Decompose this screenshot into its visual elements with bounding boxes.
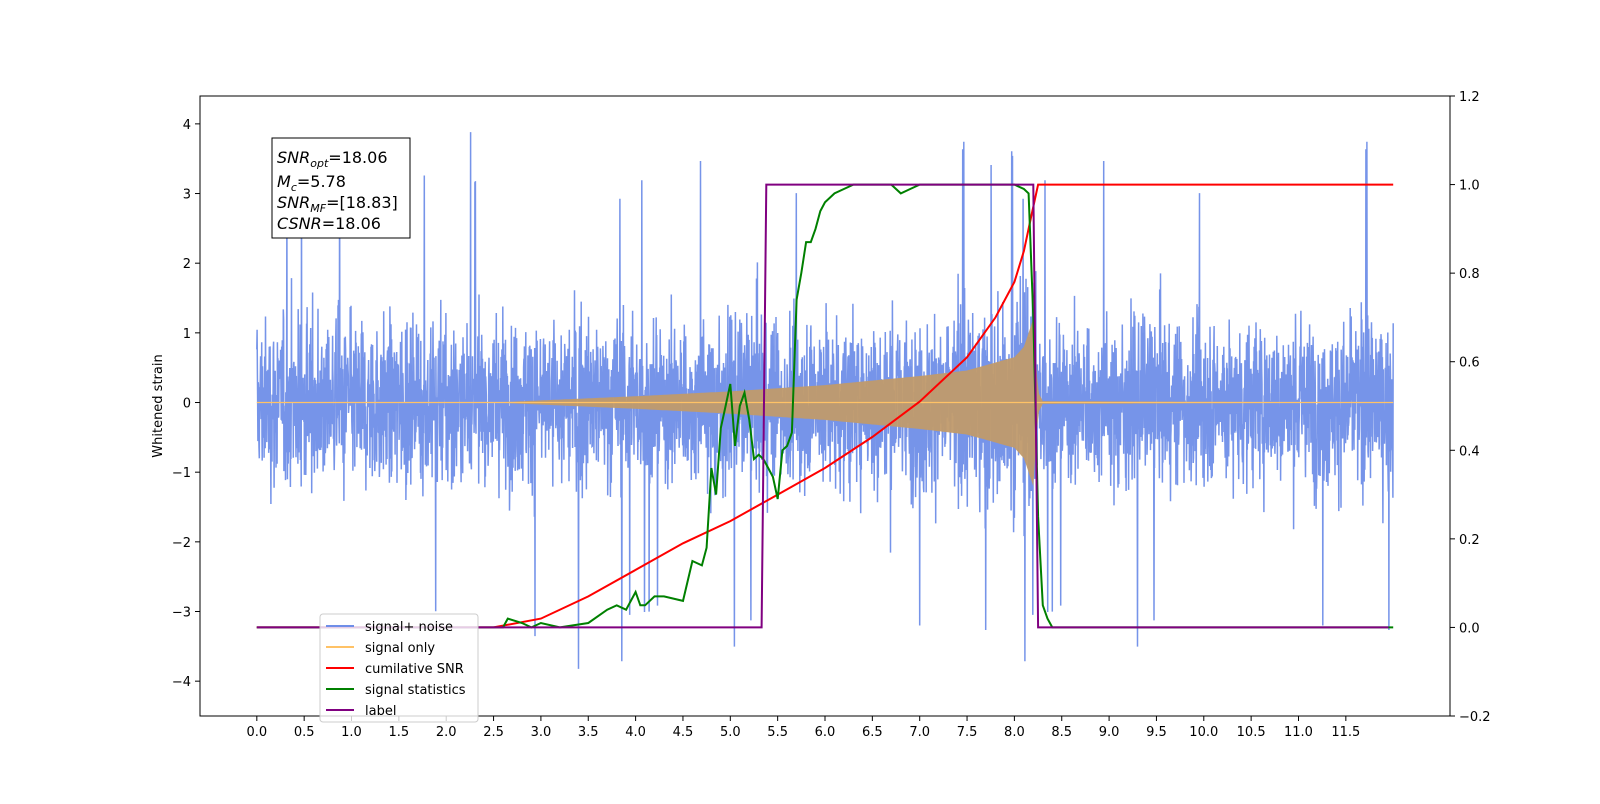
legend-label: signal only <box>365 641 435 656</box>
x-tick-label: 2.0 <box>436 725 457 740</box>
snr-mf-value: =[18.83] <box>326 193 398 212</box>
snr-opt-label: SNR <box>277 148 310 167</box>
y-axis-label: Whitened strain <box>151 354 166 457</box>
x-tick-label: 2.5 <box>483 725 504 740</box>
x-tick-label: 0.0 <box>246 725 267 740</box>
csnr-value: =18.06 <box>322 214 381 233</box>
x-tick-label: 6.0 <box>815 725 836 740</box>
y-right-tick-label: 1.2 <box>1459 90 1480 105</box>
y-right-tick-label: −0.2 <box>1459 710 1491 725</box>
x-tick-label: 10.0 <box>1189 725 1218 740</box>
legend-item-cumilative-snr: cumilative SNR <box>326 662 464 677</box>
legend: signal+ noise signal only cumilative SNR… <box>319 613 479 723</box>
annotation-csnr: CSNR=18.06 <box>277 214 381 233</box>
csnr-label: CSNR <box>277 214 322 233</box>
legend-label: label <box>365 704 396 719</box>
x-tick-label: 4.5 <box>673 725 694 740</box>
legend-frame <box>319 613 479 723</box>
y-left-tick-label: 1 <box>183 327 191 342</box>
x-tick-label: 5.5 <box>767 725 788 740</box>
annotation-snr-opt: SNRopt=18.06 <box>277 148 388 170</box>
annotation-mc: Mc=5.78 <box>277 172 346 194</box>
series-label <box>256 183 1389 629</box>
x-tick-label: 8.5 <box>1051 725 1072 740</box>
x-tick-label: 3.5 <box>578 725 599 740</box>
y-right-tick-label: 0.8 <box>1459 267 1480 282</box>
x-tick-label: 10.5 <box>1237 725 1266 740</box>
y-left-tick-label: 3 <box>183 188 191 203</box>
annotation-snr-mf: SNRMF=[18.83] <box>277 193 398 215</box>
x-tick-label: 1.0 <box>341 725 362 740</box>
annotation-box: SNRopt=18.06 Mc=5.78 SNRMF=[18.83] CSNR=… <box>271 137 411 239</box>
y-left-tick-label: −4 <box>172 675 191 690</box>
y-left-tick-label: −1 <box>172 466 191 481</box>
x-tick-label: 3.0 <box>531 725 552 740</box>
y-right-tick-label: 0.0 <box>1459 621 1480 636</box>
y-axis-right: 1.2 1.0 0.8 0.6 0.4 0.2 0.0 −0.2 <box>1450 90 1491 725</box>
y-left-tick-label: 4 <box>183 118 191 133</box>
x-tick-label: 7.0 <box>909 725 930 740</box>
x-tick-label: 4.0 <box>625 725 646 740</box>
mc-value: =5.78 <box>297 172 346 191</box>
x-tick-label: 6.5 <box>862 725 883 740</box>
y-axis-left: 4 3 2 1 0 −1 −2 −3 −4 <box>172 118 200 690</box>
x-axis: 0.0 0.5 1.0 1.5 2.0 2.5 3.0 3.5 4.0 4.5 5.0 5.5 6.0 6… <box>246 716 1360 740</box>
x-tick-label: 11.0 <box>1284 725 1313 740</box>
snr-mf-label: SNR <box>277 193 310 212</box>
y-right-tick-label: 0.4 <box>1459 444 1480 459</box>
x-tick-label: 11.5 <box>1331 725 1360 740</box>
x-tick-label: 1.5 <box>389 725 410 740</box>
x-tick-label: 0.5 <box>294 725 315 740</box>
mc-subscript: c <box>291 181 297 194</box>
legend-item-label: label <box>326 704 396 719</box>
snr-opt-value: =18.06 <box>328 148 387 167</box>
legend-label: signal+ noise <box>365 620 453 635</box>
legend-item-signal-statistics: signal statistics <box>326 683 466 698</box>
x-tick-label: 5.0 <box>720 725 741 740</box>
y-left-tick-label: −3 <box>172 606 191 621</box>
legend-label: cumilative SNR <box>365 662 464 677</box>
x-tick-label: 9.5 <box>1146 725 1167 740</box>
y-left-tick-label: −2 <box>172 536 191 551</box>
y-right-tick-label: 0.2 <box>1459 533 1480 548</box>
legend-item-signal-noise: signal+ noise <box>326 620 453 635</box>
y-right-tick-label: 0.6 <box>1459 356 1480 371</box>
series-cumilative-snr <box>256 183 1394 629</box>
legend-label: signal statistics <box>365 683 466 698</box>
mc-label: M <box>277 172 291 191</box>
y-right-tick-label: 1.0 <box>1459 179 1480 194</box>
x-tick-label: 8.0 <box>1004 725 1025 740</box>
x-tick-label: 7.5 <box>957 725 978 740</box>
snr-opt-subscript: opt <box>310 157 329 170</box>
plot-series <box>256 132 1394 669</box>
snr-mf-subscript: MF <box>310 202 326 215</box>
y-left-tick-label: 0 <box>183 397 191 412</box>
y-left-tick-label: 2 <box>183 257 191 272</box>
legend-item-signal-only: signal only <box>326 641 435 656</box>
x-tick-label: 9.0 <box>1099 725 1120 740</box>
